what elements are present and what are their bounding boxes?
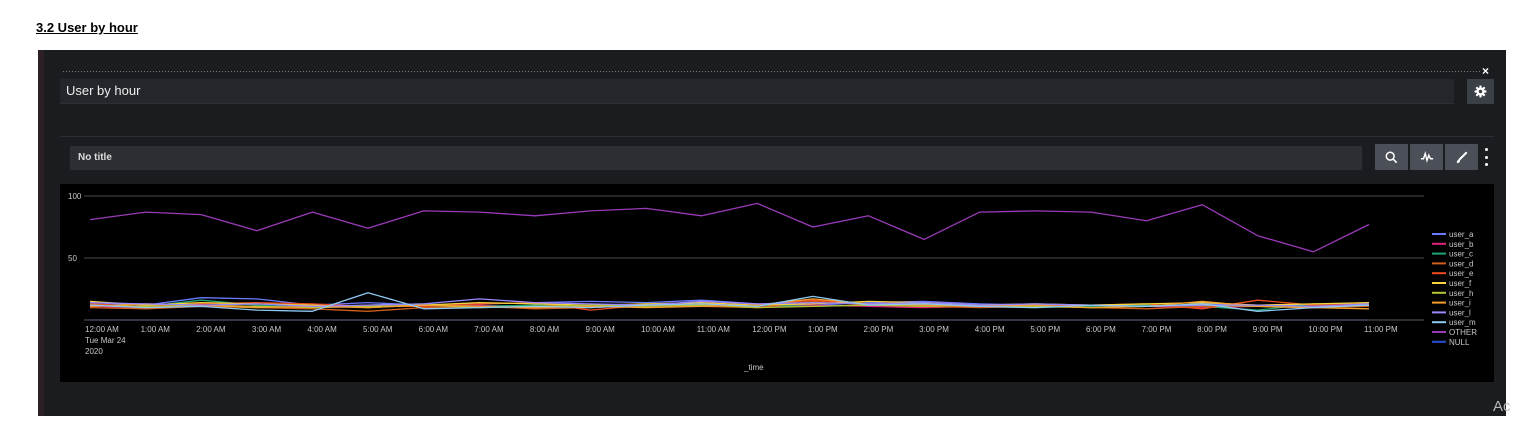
legend-label: user_i	[1449, 299, 1471, 308]
legend-label: NULL	[1449, 338, 1470, 347]
x-tick-label: 11:00 PM	[1364, 325, 1398, 334]
x-tick-label: 8:00 PM	[1197, 325, 1227, 334]
x-tick-label: 12:00 AM	[85, 325, 119, 334]
x-tick-label: 10:00 AM	[641, 325, 675, 334]
series-line-other	[90, 203, 1369, 251]
close-icon[interactable]: ×	[1482, 64, 1489, 78]
x-tick-label: 7:00 AM	[474, 325, 504, 334]
x-tick-label: 4:00 AM	[307, 325, 337, 334]
more-options-icon[interactable]	[1482, 148, 1490, 166]
panel-divider	[60, 136, 1494, 137]
legend-label: user_d	[1449, 259, 1473, 268]
legend-label: user_b	[1449, 240, 1474, 249]
line-chart: 100 50 12:00 AM 1:00 AM 2:00 AM 3:00 AM 4:00 A…	[60, 184, 1494, 382]
y-tick-label: 100	[68, 192, 82, 201]
x-tick-label: 11:00 AM	[697, 325, 731, 334]
x-tick-label: 1:00 AM	[141, 325, 171, 334]
legend-label: user_f	[1449, 279, 1472, 288]
legend-label: user_e	[1449, 269, 1474, 278]
x-tick-label: 2:00 PM	[864, 325, 894, 334]
legend-label: user_h	[1449, 289, 1473, 298]
drag-handle[interactable]	[62, 70, 1480, 73]
format-visualization-button[interactable]	[1410, 144, 1443, 170]
x-tick-label: 2:00 AM	[196, 325, 226, 334]
edit-drilldown-button[interactable]	[1445, 144, 1478, 170]
x-tick-label: 3:00 PM	[919, 325, 949, 334]
activate-windows-watermark: Ac	[1493, 398, 1511, 415]
line-chart-svg: 100 50 12:00 AM 1:00 AM 2:00 AM 3:00 AM 4:00 A…	[60, 184, 1494, 382]
visualization-title-input[interactable]: No title	[70, 146, 1362, 170]
gear-icon	[1474, 85, 1487, 98]
x-tick-sublabel: 2020	[85, 347, 103, 356]
x-tick-sublabel: Tue Mar 24	[85, 336, 126, 345]
y-tick-label: 50	[68, 254, 77, 263]
brush-icon	[1455, 151, 1468, 164]
legend-label: user_l	[1449, 308, 1471, 317]
search-icon	[1385, 151, 1398, 164]
x-tick-label: 3:00 AM	[252, 325, 282, 334]
x-axis-label: _time	[743, 363, 764, 372]
x-tick-label: 10:00 PM	[1308, 325, 1343, 334]
panel-title-input[interactable]: User by hour	[60, 79, 1454, 104]
x-tick-label: 6:00 PM	[1086, 325, 1116, 334]
legend-label: user_m	[1449, 318, 1476, 327]
legend-label: user_c	[1449, 250, 1473, 259]
x-tick-label: 7:00 PM	[1142, 325, 1172, 334]
settings-button[interactable]	[1467, 79, 1494, 104]
section-heading: 3.2 User by hour	[36, 20, 138, 35]
dashboard-panel: × User by hour No title	[38, 50, 1506, 416]
legend-label: OTHER	[1449, 328, 1477, 337]
x-tick-label: 5:00 AM	[363, 325, 393, 334]
x-tick-label: 4:00 PM	[975, 325, 1005, 334]
panel-left-edge	[38, 50, 44, 416]
x-tick-label: 12:00 PM	[752, 325, 787, 334]
x-tick-label: 5:00 PM	[1030, 325, 1060, 334]
x-tick-label: 1:00 PM	[808, 325, 838, 334]
search-button[interactable]	[1375, 144, 1408, 170]
x-tick-label: 9:00 PM	[1253, 325, 1283, 334]
legend-label: user_a	[1449, 230, 1474, 239]
x-tick-label: 6:00 AM	[419, 325, 449, 334]
x-tick-label: 8:00 AM	[530, 325, 560, 334]
x-tick-label: 9:00 AM	[585, 325, 615, 334]
pulse-icon	[1420, 151, 1434, 163]
